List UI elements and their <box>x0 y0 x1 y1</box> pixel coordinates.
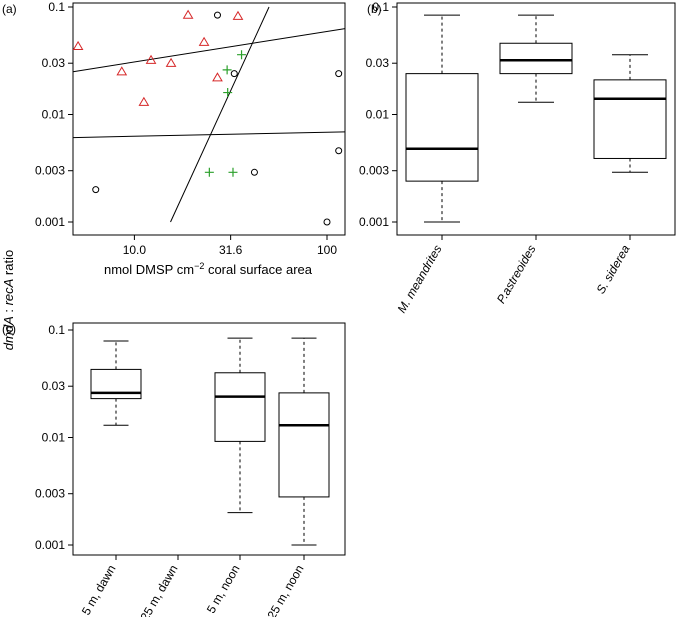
y-tick-label: 0.01 <box>42 431 66 445</box>
panel-c-y-axis: 0.001 0.003 0.01 0.03 0.1 <box>35 323 73 552</box>
box <box>593 79 667 159</box>
y-tick-label: 0.001 <box>35 215 65 229</box>
y-tick-label: 0.001 <box>359 215 389 229</box>
y-tick-label: 0.03 <box>42 379 66 393</box>
point-triangle <box>212 72 223 82</box>
box <box>499 42 573 75</box>
panel-b-boxes <box>405 14 667 223</box>
panel-a-x-axis-label: nmol DMSP cm−2 coral surface area <box>104 261 313 277</box>
y-axis-label-gene1: dmdA <box>1 316 16 350</box>
panel-a-fit-lines <box>72 6 346 223</box>
x-axis-label-tail: coral surface area <box>204 262 312 277</box>
panel-a-frame <box>72 2 346 236</box>
box <box>278 392 330 498</box>
panel-b-x-axis: M. meandrites P.astreoides S. siderea <box>394 235 633 316</box>
panel-a: (a) 0.001 0.003 0.01 0.03 0.1 10.0 31.6 100 nm… <box>2 0 346 277</box>
x-axis-label-sup: −2 <box>194 261 204 271</box>
point-circle <box>230 70 238 78</box>
point-triangle <box>138 96 150 106</box>
point-circle <box>213 11 221 19</box>
y-tick-label: 0.003 <box>35 487 65 501</box>
fit-line <box>72 28 346 73</box>
box <box>214 372 266 442</box>
box <box>405 73 479 182</box>
y-tick-label: 0.1 <box>48 0 65 14</box>
point-triangle <box>72 40 84 51</box>
panel-a-label: (a) <box>2 2 17 16</box>
y-tick-label: 0.003 <box>35 164 65 178</box>
point-circle <box>335 70 343 78</box>
x-tick-label: 5 m, noon <box>204 563 243 616</box>
point-plus <box>228 167 238 177</box>
point-circle <box>323 218 331 226</box>
x-tick-label: 5 m, dawn <box>79 563 119 617</box>
point-plus <box>204 167 214 177</box>
panel-c-x-axis: 5 m, dawn 25 m, dawn 5 m, noon 25 m, noon <box>79 555 307 617</box>
fit-line <box>170 6 270 223</box>
y-axis-label: dmdA : recA ratio <box>1 250 16 350</box>
point-plus <box>222 65 232 75</box>
point-triangle <box>232 10 244 20</box>
y-tick-label: 0.03 <box>366 56 390 70</box>
y-tick-label: 0.003 <box>359 164 389 178</box>
point-circle <box>92 186 100 194</box>
x-tick-label: M. meandrites <box>394 243 444 316</box>
y-tick-label: 0.01 <box>42 108 66 122</box>
point-plus <box>223 88 233 98</box>
panel-a-x-axis: 10.0 31.6 100 <box>123 235 337 257</box>
panel-b-y-axis: 0.001 0.003 0.01 0.03 0.1 <box>359 0 397 229</box>
x-tick-label: S. siderea <box>593 242 632 296</box>
panel-a-y-axis: 0.001 0.003 0.01 0.03 0.1 <box>35 0 73 229</box>
y-tick-label: 0.01 <box>366 108 390 122</box>
y-tick-label: 0.1 <box>372 0 389 14</box>
panel-b: (b) 0.001 0.003 0.01 0.03 0.1 M. meandrites P… <box>359 0 676 316</box>
panel-c: (c) 0.001 0.003 0.01 0.03 0.1 5 m, dawn 25 m,… <box>2 322 346 617</box>
panel-b-label: (b) <box>367 2 382 16</box>
panel-b-frame <box>396 2 676 236</box>
panel-c-label: (c) <box>2 322 16 336</box>
point-triangle <box>198 36 210 46</box>
x-tick-label: 10.0 <box>123 243 147 257</box>
point-triangle <box>182 9 194 19</box>
panel-c-frame <box>72 322 346 556</box>
point-circle <box>335 147 343 155</box>
point-plus <box>237 50 247 60</box>
x-axis-label-main: nmol DMSP cm <box>104 262 194 277</box>
panel-c-boxes <box>90 337 330 546</box>
fit-line <box>72 131 346 139</box>
x-tick-label: 25 m, noon <box>264 563 306 617</box>
y-tick-label: 0.001 <box>35 538 65 552</box>
y-axis-label-tail: ratio <box>1 250 16 279</box>
y-axis-label-gene2: recA <box>1 279 16 306</box>
point-circle <box>250 168 258 176</box>
y-tick-label: 0.1 <box>48 323 65 337</box>
x-tick-label: 100 <box>317 243 337 257</box>
y-tick-label: 0.03 <box>42 56 66 70</box>
point-triangle <box>116 66 128 76</box>
box <box>90 368 142 400</box>
point-triangle <box>165 57 177 67</box>
x-tick-label: 25 m, dawn <box>137 563 180 617</box>
point-triangle <box>145 54 157 64</box>
panel-a-points <box>72 9 343 226</box>
y-axis-label-sep: : <box>1 305 16 316</box>
x-tick-label: P.astreoides <box>494 243 539 306</box>
x-tick-label: 31.6 <box>219 243 243 257</box>
